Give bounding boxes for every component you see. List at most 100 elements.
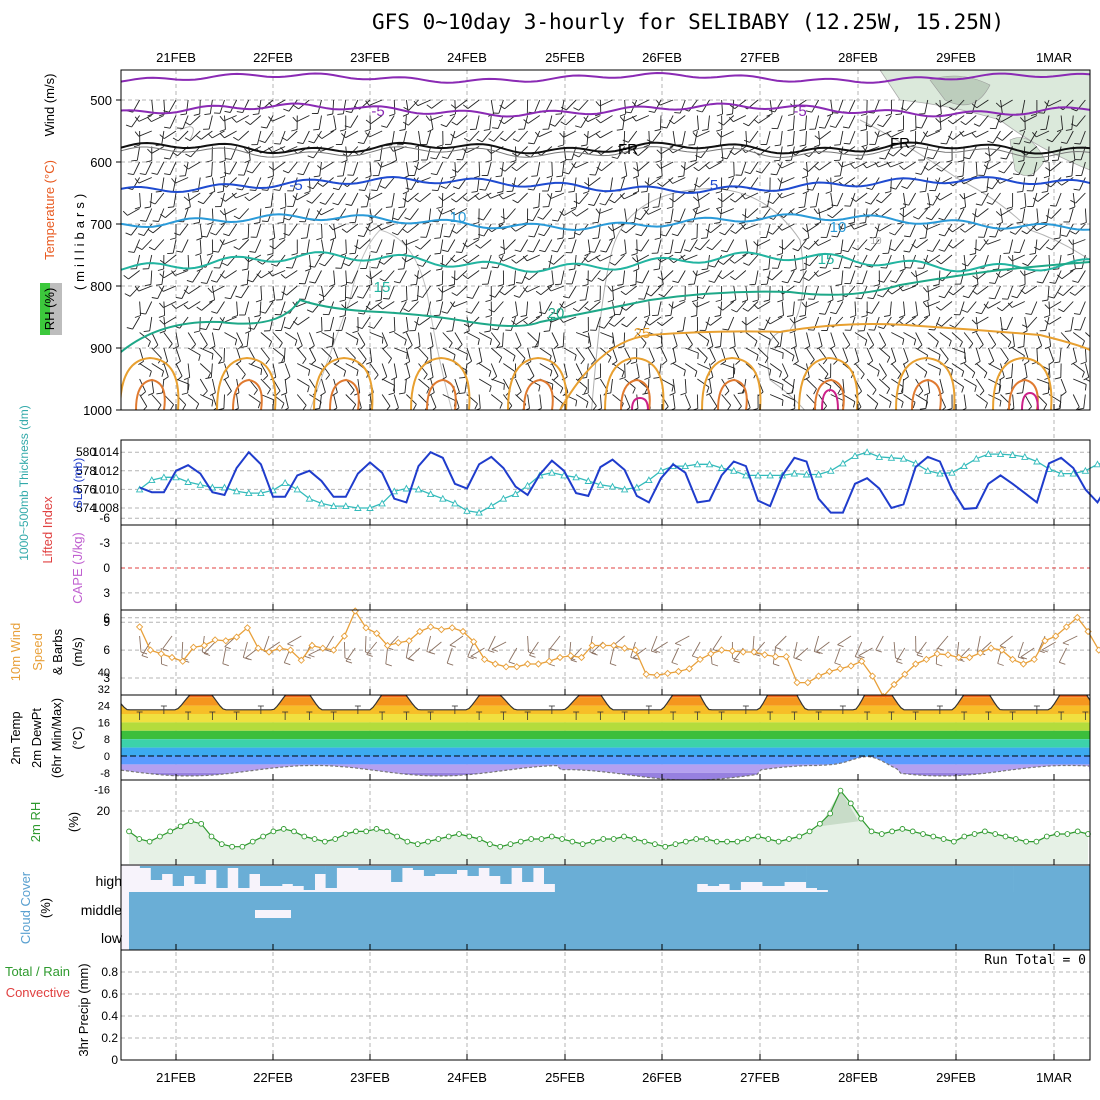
cloud-high-bar [544, 866, 556, 884]
wind-barb [992, 192, 1001, 205]
wind-barb-feather [919, 407, 926, 410]
wind-barb-feather [549, 370, 553, 377]
wind-barb [151, 115, 165, 123]
wind-barb [932, 192, 941, 206]
wind-barb [1059, 394, 1062, 409]
wind-barb-feather [881, 375, 887, 381]
wind-barb-feather [781, 384, 784, 391]
wind-barb-feather [960, 361, 967, 365]
wind-barb [292, 177, 298, 192]
wind-barb [442, 394, 456, 402]
wind-barb-feather [226, 390, 232, 396]
wind-barb [129, 285, 140, 297]
wind-barb [369, 130, 383, 138]
rh-point [889, 828, 895, 835]
wind-barb [430, 332, 434, 347]
wind-barb-feather [402, 198, 408, 203]
wind10-point [631, 646, 640, 654]
wind-barb-feather [659, 233, 667, 237]
wind-barb-feather [200, 415, 201, 421]
wind-barb [442, 285, 456, 293]
wind-barb-feather [179, 175, 186, 177]
wind-barb-feather [886, 161, 891, 168]
wind-barb-feather [465, 311, 472, 314]
wind-barb [830, 177, 832, 192]
wind-barb [677, 270, 686, 283]
wind-barb [636, 409, 638, 410]
wind-barb [734, 146, 747, 156]
wind-barb [865, 115, 868, 130]
wind-barb-feather [831, 235, 838, 238]
wind-barb-feather [125, 232, 132, 236]
wind-barb [447, 146, 456, 159]
wind-barb-feather [777, 299, 784, 303]
wind-barb-feather [995, 178, 1001, 184]
wind-barb-feather [730, 276, 736, 281]
wind-barb-feather [304, 191, 311, 194]
wind10-point [610, 641, 618, 650]
wind-barb-feather [134, 285, 140, 292]
wind-barb-feather [525, 361, 532, 365]
wind-barb [151, 99, 154, 114]
wind-barb [782, 394, 796, 401]
wind-barb-feather [278, 342, 283, 349]
wind-barb-feather [653, 376, 660, 379]
cloud-high-bar [336, 866, 348, 868]
wind-barb [345, 394, 357, 405]
wind-barb [909, 239, 917, 253]
wind-barb-feather [798, 206, 805, 209]
wind-barb-feather [257, 402, 261, 409]
cloud-high-bar [576, 866, 588, 892]
thickness-point [681, 462, 690, 470]
wind-barb [781, 223, 795, 231]
rh-point [652, 841, 658, 847]
wind-barb [228, 223, 238, 236]
thickness-point [148, 476, 156, 484]
wind-barb [502, 192, 516, 200]
wind-barb-feather [183, 164, 189, 170]
wind-barb [1060, 378, 1067, 393]
cloud-high-bar [1068, 866, 1080, 892]
wind-barb-feather [787, 144, 794, 147]
wind-barb-feather [479, 416, 480, 422]
wind-barb-feather [496, 346, 503, 349]
wind-barb [1011, 301, 1025, 308]
wind-barb [612, 301, 616, 316]
wind-barb [1055, 192, 1062, 207]
wind-barb-feather [451, 169, 458, 173]
wind-barb [453, 301, 468, 308]
wind-barb [932, 146, 941, 160]
wind-barb [682, 316, 686, 331]
wind-barb-feather [233, 136, 239, 141]
wind-barb [637, 161, 650, 172]
wind-barb-feather [1044, 319, 1050, 325]
wind-barb [229, 99, 238, 113]
wind-barb [272, 115, 286, 122]
wind-barb-feather [571, 163, 576, 169]
wind-barb-feather [438, 196, 444, 201]
wind-barb [804, 301, 807, 316]
wind10-barb [449, 635, 464, 646]
wind-barb-feather [1009, 424, 1015, 426]
wind-barb [988, 378, 1002, 386]
wind-barb [588, 130, 601, 139]
isotherm-30 [1008, 378, 1039, 410]
wind-barb-feather [209, 299, 215, 303]
wind-barb-feather [393, 281, 400, 284]
wind-barb-feather [365, 175, 372, 179]
wind-barb-feather [708, 265, 715, 268]
temp-tick: -8 [100, 768, 110, 780]
wind-barb [238, 239, 250, 250]
wind-barb-feather [620, 252, 627, 257]
wind-barb [758, 409, 759, 410]
wind-barb [351, 285, 359, 299]
wind-barb-feather [852, 401, 856, 408]
wind-barb-feather [729, 345, 736, 350]
precip-tick: 0.2 [101, 1031, 118, 1045]
wind-barb [533, 99, 541, 114]
date-label-bottom: 22FEB [253, 1070, 293, 1085]
rh-point [322, 838, 328, 845]
wind-barb-feather [365, 305, 372, 311]
wind-barb-feather [672, 280, 679, 284]
